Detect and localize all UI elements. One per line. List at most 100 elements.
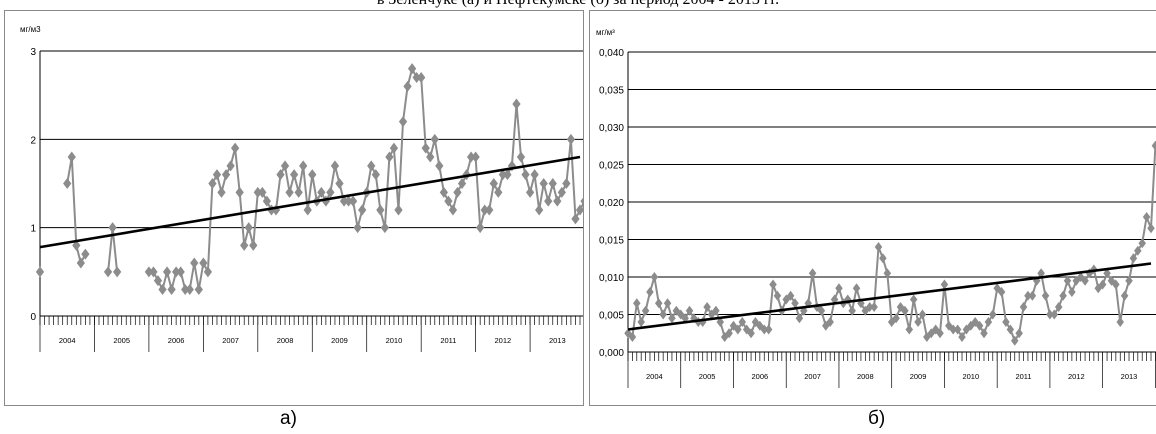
- data-point: [330, 160, 340, 172]
- data-point: [1041, 290, 1050, 301]
- data-point: [1098, 279, 1107, 290]
- y-tick-label: 0,030: [599, 123, 624, 134]
- data-point: [1081, 275, 1089, 286]
- data-point: [747, 328, 755, 339]
- data-point: [480, 204, 489, 216]
- data-point: [1103, 268, 1111, 279]
- data-point: [808, 268, 817, 279]
- data-point: [659, 309, 667, 320]
- data-point: [931, 324, 940, 335]
- data-point: [896, 302, 905, 312]
- data-point: [503, 169, 512, 181]
- data-point: [817, 305, 826, 316]
- data-point: [685, 305, 694, 316]
- data-point: [208, 178, 217, 189]
- data-point: [1129, 253, 1138, 264]
- data-point: [407, 63, 417, 75]
- data-point: [923, 332, 931, 342]
- data-point: [1019, 302, 1028, 312]
- data-point: [289, 169, 299, 181]
- data-point: [949, 324, 957, 335]
- trend-line: [39, 155, 581, 249]
- data-point: [672, 305, 681, 316]
- data-point: [566, 133, 576, 145]
- data-point: [172, 266, 181, 278]
- data-point: [258, 186, 267, 198]
- y-tick-label: 0,025: [599, 161, 624, 172]
- x-tick-label: 2008: [277, 336, 294, 345]
- data-point: [655, 298, 663, 309]
- data-point: [1151, 140, 1156, 151]
- data-point: [380, 222, 389, 234]
- data-point: [646, 287, 654, 297]
- x-tick-label: 2006: [752, 372, 769, 381]
- data-point: [457, 178, 467, 189]
- data-point: [280, 160, 290, 172]
- data-point: [158, 284, 167, 295]
- chart-a: мг/м3 0 1 2 3 2004 2005 2006 2007 2008 2009 2010 201…: [20, 25, 583, 352]
- data-point: [716, 317, 725, 327]
- x-tick-label: 2010: [386, 336, 403, 345]
- data-point: [997, 287, 1006, 297]
- data-point: [953, 324, 962, 335]
- data-point: [918, 309, 927, 320]
- data-point: [901, 305, 909, 316]
- x-tick-label: 2009: [331, 336, 348, 345]
- data-point: [813, 302, 821, 312]
- x-tick-label: 2004: [646, 372, 663, 381]
- data-point: [530, 169, 539, 181]
- data-point: [448, 204, 458, 216]
- data-point: [1134, 245, 1142, 256]
- data-point: [980, 328, 988, 339]
- data-point: [1138, 238, 1146, 249]
- data-point: [975, 320, 984, 331]
- data-point: [235, 186, 244, 198]
- data-point: [385, 151, 394, 163]
- x-tick-label: 2011: [440, 336, 456, 345]
- data-point: [113, 266, 122, 278]
- data-point: [861, 305, 870, 316]
- data-point: [240, 239, 249, 251]
- data-point: [663, 298, 672, 309]
- data-point: [712, 305, 720, 316]
- data-point: [167, 284, 176, 295]
- data-point: [694, 317, 703, 327]
- data-point: [835, 283, 843, 294]
- data-point: [63, 178, 72, 189]
- x-tick-label: 2004: [59, 336, 76, 345]
- data-point: [426, 151, 435, 163]
- data-point: [176, 266, 185, 278]
- data-point: [525, 186, 535, 198]
- x-tick-label: 2012: [1068, 372, 1085, 381]
- data-point: [874, 242, 883, 252]
- data-point: [262, 195, 272, 207]
- data-point: [870, 302, 878, 312]
- data-point: [412, 72, 421, 83]
- data-point: [1125, 275, 1133, 286]
- figure-caption: в Зеленчуке (а) и Нефтекумске (б) за пер…: [0, 0, 1156, 9]
- data-point: [299, 160, 308, 172]
- data-point: [476, 222, 485, 234]
- data-point: [103, 266, 113, 278]
- data-point: [253, 186, 262, 198]
- data-point: [791, 298, 799, 309]
- data-point: [439, 186, 448, 198]
- data-point: [35, 266, 45, 278]
- x-tick-label: 2007: [222, 336, 239, 345]
- data-point: [421, 142, 430, 154]
- data-point: [244, 222, 253, 234]
- data-point: [76, 257, 85, 269]
- data-point: [1050, 309, 1059, 320]
- data-point: [782, 294, 790, 305]
- data-point: [471, 151, 480, 163]
- data-point: [734, 324, 742, 335]
- x-tick-label: 2006: [168, 336, 185, 345]
- data-point: [403, 80, 412, 92]
- y-tick-label: 0,035: [599, 86, 624, 97]
- data-point: [1054, 302, 1063, 312]
- data-point: [650, 272, 659, 282]
- data-point: [936, 328, 944, 339]
- data-point: [707, 309, 716, 320]
- data-point: [738, 317, 747, 327]
- data-point: [498, 169, 507, 181]
